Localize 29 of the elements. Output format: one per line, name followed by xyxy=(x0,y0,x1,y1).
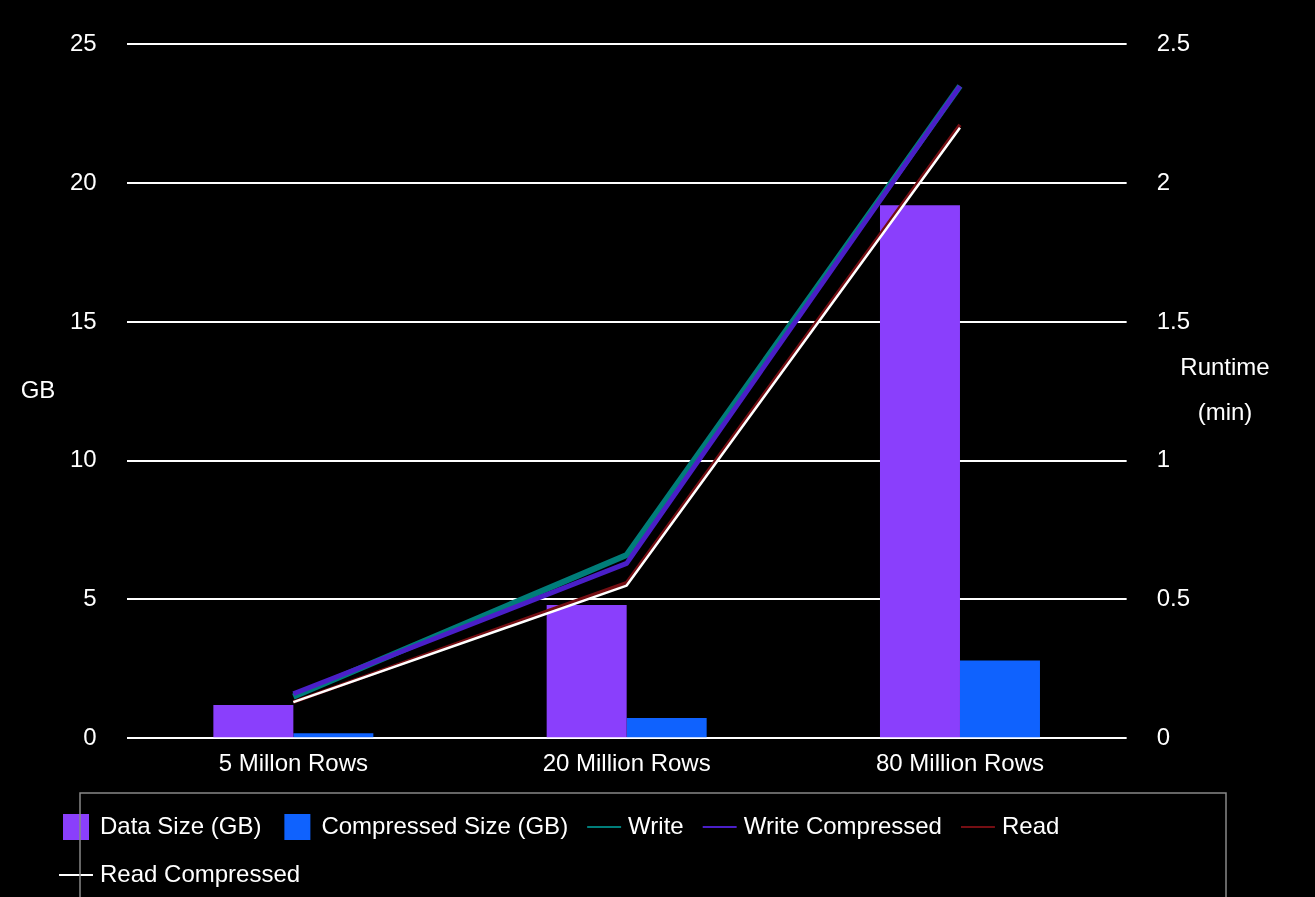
x-tick-label: 20 Million Rows xyxy=(542,749,711,777)
y-tick-label: 15 xyxy=(69,306,97,334)
y2-tick-label: 1.5 xyxy=(1156,306,1191,334)
y-tick-label: 20 xyxy=(69,167,97,195)
y2-tick-label: 2.5 xyxy=(1156,29,1191,57)
y2-tick-label: 2 xyxy=(1156,167,1170,195)
y-axis-title: GB xyxy=(20,375,56,403)
y2-tick-label: 1 xyxy=(1156,445,1170,473)
legend-label: Write xyxy=(628,811,684,839)
bar xyxy=(626,717,707,738)
y2-tick-label: 0 xyxy=(1156,722,1170,750)
bar xyxy=(879,205,960,738)
y-tick-label: 5 xyxy=(83,584,97,612)
y-tick-label: 10 xyxy=(69,445,97,473)
legend-label: Read Compressed xyxy=(100,859,301,887)
y2-tick-label: 0.5 xyxy=(1156,584,1191,612)
bar xyxy=(959,660,1040,738)
legend-label: Write Compressed xyxy=(743,811,942,839)
x-tick-label: 5 Millon Rows xyxy=(218,749,369,777)
bar xyxy=(293,733,374,738)
y2-axis-title: Runtime (min) xyxy=(1180,353,1270,426)
bar xyxy=(546,604,627,738)
legend-label: Compressed Size (GB) xyxy=(321,811,569,839)
legend-label: Read xyxy=(1001,811,1060,839)
y-tick-label: 25 xyxy=(69,29,97,57)
bar xyxy=(213,704,294,738)
y-tick-label: 0 xyxy=(83,722,97,750)
legend-label: Data Size (GB) xyxy=(100,811,262,839)
x-tick-label: 80 Million Rows xyxy=(875,749,1045,777)
